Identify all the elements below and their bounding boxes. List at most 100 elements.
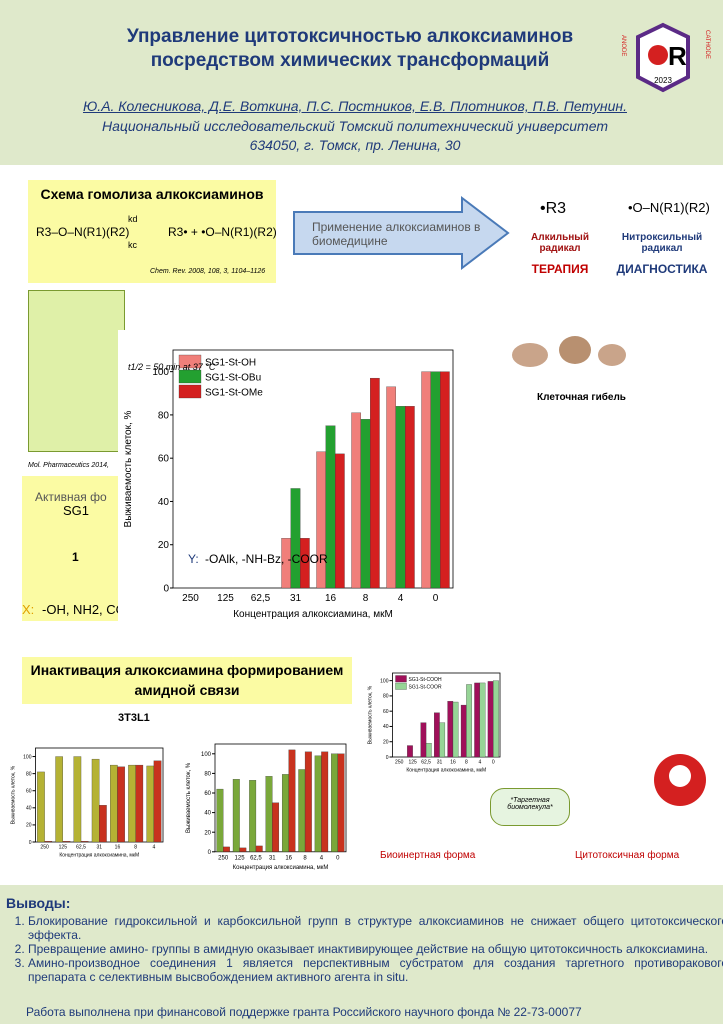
y-tick-label: 20	[383, 739, 389, 745]
conclusions-title: Выводы:	[6, 895, 71, 911]
y-axis-title: Выживаемость клеток, %	[123, 410, 134, 527]
y-tick-label: 60	[204, 791, 211, 797]
legend-swatch	[178, 369, 202, 384]
conclusion: Амино-производное соединения 1 является …	[28, 956, 723, 984]
y-tick-label: 80	[26, 771, 32, 777]
bar	[487, 681, 494, 758]
y-tick-label: 20	[26, 823, 32, 829]
bar	[460, 704, 467, 758]
y-tick-label: 100	[201, 752, 212, 758]
bar	[474, 682, 480, 758]
bar	[128, 764, 136, 843]
y-tick-label: 0	[163, 584, 169, 595]
bar	[304, 751, 312, 852]
bar	[386, 386, 396, 589]
plot-frame	[214, 743, 347, 853]
x-tick-label: 62,5	[250, 856, 262, 862]
bar	[146, 765, 155, 843]
x-tick-label: 62,5	[76, 845, 86, 851]
bar	[62, 840, 71, 843]
skull	[654, 754, 706, 806]
x-axis-title: Концентрация алкоксиамина, мкМ	[59, 853, 139, 859]
y-tick-label: 60	[26, 788, 32, 794]
y-tick-label: 0	[208, 850, 212, 856]
y-tick-label: 80	[158, 410, 170, 421]
sg1: SG1	[63, 503, 90, 518]
x-tick-label: 16	[285, 856, 292, 862]
target: *Таргетная биомолекула*	[490, 788, 570, 826]
bar	[407, 745, 413, 758]
cell-death: Клеточная гибель	[537, 392, 626, 403]
title: Управление цитотоксичностью алкоксиамино…	[126, 26, 574, 71]
bar	[440, 371, 450, 589]
bar	[223, 846, 230, 852]
y-tick-label: 40	[383, 724, 389, 730]
bar	[434, 712, 440, 758]
x-tick-label: 8	[303, 856, 307, 862]
address: 634050, г. Томск, пр. Ленина, 30	[249, 137, 461, 153]
authors: Ю.А. Колесникова, Д.Е. Воткина, П.С. Пос…	[82, 98, 627, 114]
x-tick-label: 8	[134, 845, 137, 851]
scheme-left: R3–O–N(R1)(R2)	[36, 225, 130, 239]
x-tick-label: 16	[450, 760, 456, 766]
bar	[265, 776, 273, 852]
y-tick-label: 80	[204, 772, 211, 778]
right-panel	[555, 480, 705, 655]
bar	[321, 751, 329, 852]
compound-number: 1	[72, 550, 79, 564]
logo-right: CATHODE	[704, 30, 710, 59]
logo-left: ANODE	[620, 35, 626, 56]
plot-frame	[392, 672, 501, 758]
bar	[300, 538, 310, 589]
bar	[272, 802, 280, 852]
cells	[512, 336, 626, 367]
conclusion: Превращение амино- группы в амидную оказ…	[28, 942, 723, 956]
bar	[331, 753, 338, 852]
bar	[298, 769, 306, 852]
bar	[439, 722, 446, 758]
y-tick-label: 80	[383, 694, 389, 700]
amide-title: Инактивация алкоксиамина формированием а…	[22, 657, 352, 704]
x-tick-label: 8	[363, 593, 369, 604]
x-tick-label: 0	[433, 593, 439, 604]
plot-frame	[172, 349, 454, 589]
x-tick-label: 250	[218, 856, 229, 862]
bar	[360, 419, 371, 589]
bar	[216, 788, 224, 852]
y-tick-label: 0	[386, 755, 389, 761]
bar	[425, 743, 432, 758]
bar	[153, 760, 162, 843]
legend-label: SG1-St-COOH	[409, 677, 442, 683]
y-axis-title: Выживаемость клеток, %	[11, 765, 17, 824]
x-tick-label: 16	[115, 845, 121, 851]
y-tick-label: 100	[152, 367, 169, 378]
bar	[37, 771, 45, 843]
legend-swatch	[178, 384, 202, 399]
x-tick-label: 250	[395, 760, 404, 766]
legend-swatch	[395, 675, 407, 683]
cytotoxic: Цитотоксичная форма	[575, 850, 680, 861]
radical-name: Нитроксильный радикал	[621, 232, 703, 254]
y-tick-label: 100	[23, 754, 32, 760]
bar	[479, 682, 486, 758]
bar	[99, 805, 107, 843]
bar	[351, 412, 361, 589]
university: Национальный исследовательский Томский п…	[101, 118, 608, 134]
bar	[337, 753, 345, 852]
active-title: Активная фо	[35, 490, 107, 504]
radical-name: Алкильный радикал	[531, 232, 589, 254]
scheme-box	[28, 180, 276, 283]
bar	[335, 453, 345, 589]
y-tick-label: 60	[383, 709, 389, 715]
y-tick-label: 20	[158, 540, 170, 551]
bar	[80, 840, 89, 843]
logo-year: 2023	[654, 76, 672, 85]
scheme-right: R3• + •O–N(R1)(R2)	[168, 225, 277, 239]
bar	[117, 766, 125, 843]
x-tick-label: 8	[465, 760, 468, 766]
x-tick-label: 31	[437, 760, 443, 766]
x-tick-label: 125	[59, 845, 68, 851]
legend-label: SG1-St-OMe	[205, 388, 263, 399]
bar	[91, 758, 100, 843]
